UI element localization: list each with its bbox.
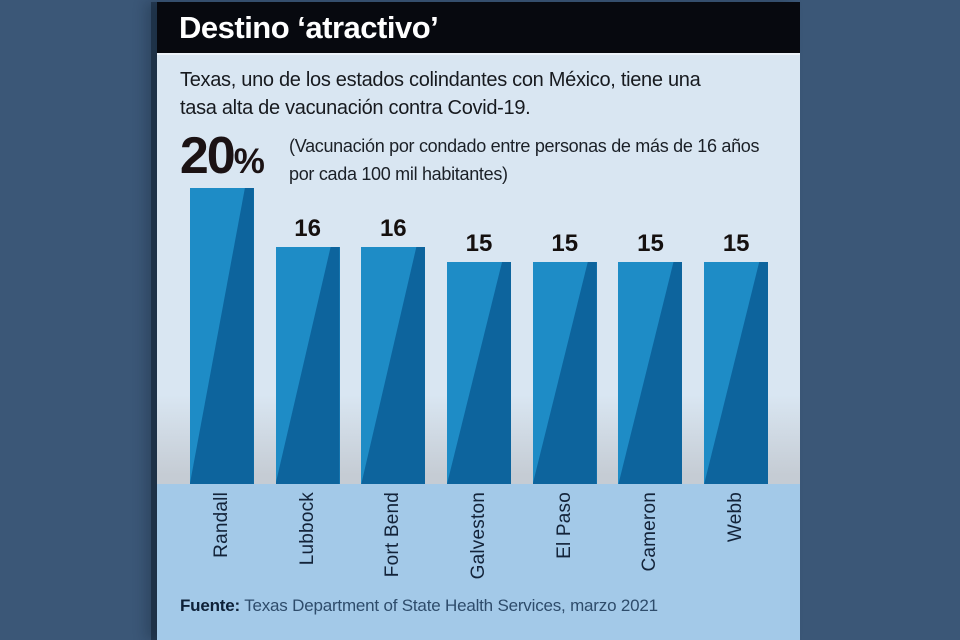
county-label-webb: Webb [725, 492, 747, 543]
unit-note: (Vacunación por condado entre personas d… [289, 132, 760, 188]
infographic-card: Destino ‘atractivo’ Texas, uno de los es… [157, 2, 800, 640]
x-axis-band: Randall Lubbock Fort Bend Galveston El Paso C… [179, 484, 779, 609]
county-label-el-paso: El Paso [553, 492, 575, 559]
county-label-galveston: Galveston [468, 492, 490, 580]
x-label-cell-cameron: Cameron [608, 484, 694, 609]
bar-value-label-randall: 20% [179, 127, 265, 185]
bar-column-webb: 15 [693, 230, 779, 484]
x-label-cell-lubbock: Lubbock [265, 484, 351, 609]
x-label-cell-webb: Webb [693, 484, 779, 609]
bar-column-el-paso: 15 [522, 230, 608, 484]
bar-column-galveston: 15 [436, 230, 522, 484]
bar-el-paso [532, 262, 597, 484]
page-title: Destino ‘atractivo’ [179, 9, 439, 45]
source-label: Fuente: [180, 596, 240, 615]
bar-value-label-galveston: 15 [465, 230, 493, 257]
unit-note-line-1: (Vacunación por condado entre personas d… [289, 136, 760, 156]
bar-galveston [447, 262, 512, 484]
bar-value-label-el-paso: 15 [551, 230, 579, 257]
x-label-cell-el-paso: El Paso [522, 484, 608, 609]
intro-line-2: tasa alta de vacunación contra Covid-19. [180, 97, 531, 119]
bar-cameron [618, 262, 683, 484]
county-label-fort-bend: Fort Bend [382, 492, 404, 578]
bar-value-label-fort-bend: 16 [379, 215, 407, 242]
unit-note-line-2: por cada 100 mil habitantes) [289, 164, 508, 184]
bars-row: 20% 16 16 15 15 15 15 [179, 55, 779, 484]
county-label-randall: Randall [210, 492, 232, 558]
bar-value-label-cameron: 15 [637, 230, 664, 257]
bar-column-cameron: 15 [608, 230, 694, 484]
card-body: Texas, uno de los estados colindantes co… [157, 53, 800, 640]
county-label-lubbock: Lubbock [296, 492, 318, 566]
x-label-cell-fort-bend: Fort Bend [350, 484, 436, 609]
bar-column-fort-bend: 16 [350, 215, 436, 484]
intro-line-1: Texas, uno de los estados colindantes co… [180, 69, 701, 91]
bar-fort-bend [361, 247, 426, 484]
bar-column-lubbock: 16 [265, 215, 351, 484]
bar-randall [189, 188, 254, 484]
bar-column-randall: 20% [179, 127, 265, 484]
bar-webb [704, 262, 769, 484]
x-label-cell-randall: Randall [179, 484, 265, 609]
source-text: Texas Department of State Health Service… [239, 596, 658, 615]
bar-lubbock [275, 247, 340, 484]
bar-value-label-webb: 15 [722, 230, 750, 257]
x-label-cell-galveston: Galveston [436, 484, 522, 609]
county-label-cameron: Cameron [639, 492, 661, 572]
percent-sign: % [233, 142, 265, 181]
bar-value-label-lubbock: 16 [294, 215, 321, 242]
intro-text: Texas, uno de los estados colindantes co… [180, 66, 780, 122]
source-line: Fuente: Texas Department of State Health… [180, 596, 658, 616]
card-header: Destino ‘atractivo’ [157, 2, 800, 53]
